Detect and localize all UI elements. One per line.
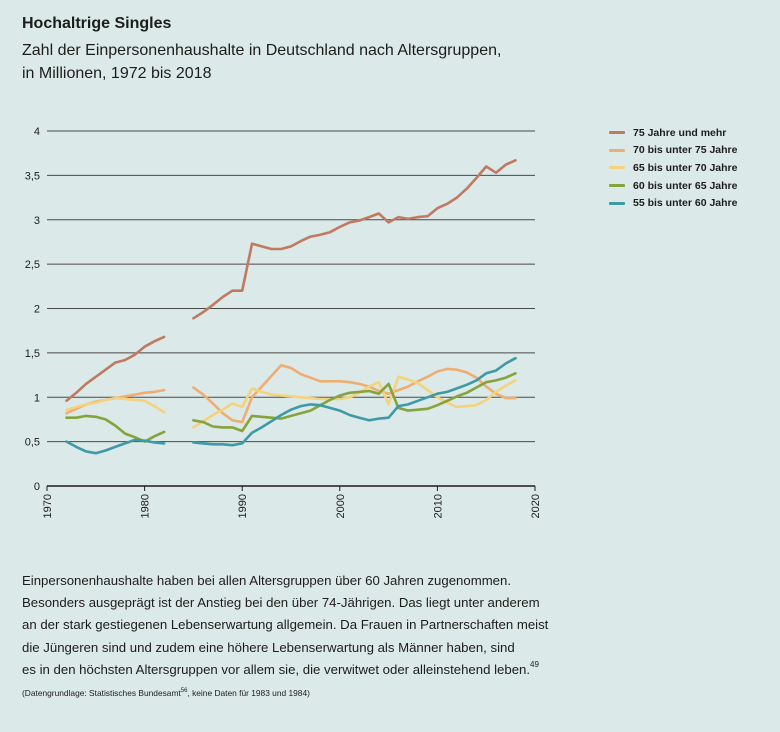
x-tick-label: 2020 xyxy=(530,494,542,518)
legend-swatch xyxy=(609,184,625,188)
legend-swatch xyxy=(609,131,625,135)
y-tick-label: 0 xyxy=(34,481,40,493)
series-line-1-segment-1 xyxy=(65,335,166,403)
legend-label: 70 bis unter 75 Jahre xyxy=(633,144,738,157)
series-line-3-segment-1 xyxy=(65,396,166,414)
line-chart: 0 0,5 1 1,5 2 2,5 3 3,5 4 1970 1980 1990 2000 2010 20… xyxy=(25,126,542,518)
series-line-2-segment-1 xyxy=(65,388,166,415)
subtitle-line-1: Zahl der Einpersonenhaushalte in Deutsch… xyxy=(22,42,502,59)
legend-swatch xyxy=(609,148,625,152)
series-line-1-segment-2 xyxy=(192,159,517,320)
legend-item: 70 bis unter 75 Jahre xyxy=(609,142,737,160)
x-tick-label: 1980 xyxy=(140,494,152,518)
x-tick-label: 2010 xyxy=(432,494,444,518)
legend-item: 55 bis unter 60 Jahre xyxy=(609,194,737,212)
y-tick-label: 2 xyxy=(34,304,40,316)
x-tick-label: 2000 xyxy=(335,494,347,518)
body-text-line-1: Einpersonenhaushalte haben bei allen Alt… xyxy=(22,573,512,588)
legend-item: 65 bis unter 70 Jahre xyxy=(609,159,737,177)
y-tick-label: 0,5 xyxy=(25,437,40,449)
series-line-4-segment-2 xyxy=(192,372,517,433)
legend-label: 60 bis unter 65 Jahre xyxy=(633,179,738,192)
legend-label: 55 bis unter 60 Jahre xyxy=(633,197,738,210)
legend-label: 75 Jahre und mehr xyxy=(633,126,727,139)
chart-legend: 75 Jahre und mehr 70 bis unter 75 Jahre 65… xyxy=(609,124,737,212)
y-tick-label: 3,5 xyxy=(25,170,40,182)
y-tick-label: 4 xyxy=(34,126,40,138)
source-prefix: (Datengrundlage: Statistisches Bundesamt xyxy=(22,688,181,698)
y-tick-label: 3 xyxy=(34,215,40,227)
body-text: Einpersonenhaushalte haben bei allen Alt… xyxy=(22,570,582,681)
x-tick-label: 1970 xyxy=(42,494,54,518)
source-suffix: , keine Daten für 1983 und 1984) xyxy=(187,688,310,698)
subtitle-line-2: in Millionen, 1972 bis 2018 xyxy=(22,65,212,82)
series-line-4-segment-1 xyxy=(65,414,166,443)
body-footnote-ref: 49 xyxy=(530,659,539,669)
series-line-5-segment-1 xyxy=(65,438,166,455)
chart-gridlines xyxy=(46,130,536,491)
legend-item: 60 bis unter 65 Jahre xyxy=(609,177,737,195)
y-tick-label: 1 xyxy=(34,392,40,404)
body-text-line-5: es in den höchsten Altersgruppen vor all… xyxy=(22,661,531,677)
legend-item: 75 Jahre und mehr xyxy=(609,124,737,142)
legend-swatch xyxy=(609,166,625,170)
series-line-3-segment-2 xyxy=(192,375,517,429)
y-tick-label: 2,5 xyxy=(25,259,40,271)
legend-label: 65 bis unter 70 Jahre xyxy=(633,161,738,174)
source-footnote-ref: 56 xyxy=(180,688,188,695)
y-tick-label: 1,5 xyxy=(25,348,40,360)
chart-series-lines xyxy=(65,159,517,455)
x-axis-tick-labels: 1970 1980 1990 2000 2010 2020 xyxy=(42,494,542,518)
body-text-line-3: an der stark gestiegenen Lebenserwartung… xyxy=(22,617,549,633)
source-note: (Datengrundlage: Statistisches Bundesamt… xyxy=(22,688,310,698)
body-text-line-2: Besonders ausgeprägt ist der Anstieg bei… xyxy=(22,595,540,611)
chart-title: Hochaltrige Singles xyxy=(22,15,172,32)
legend-swatch xyxy=(609,201,625,205)
series-line-2-segment-2 xyxy=(192,364,517,424)
x-tick-label: 1990 xyxy=(237,494,249,518)
body-text-line-4: die Jüngeren sind und zudem eine höhere … xyxy=(22,639,515,655)
chart-subtitle: Zahl der Einpersonenhaushalte in Deutsch… xyxy=(22,39,582,85)
series-line-5-segment-2 xyxy=(192,356,517,447)
y-axis-tick-labels: 0 0,5 1 1,5 2 2,5 3 3,5 4 xyxy=(25,126,40,493)
